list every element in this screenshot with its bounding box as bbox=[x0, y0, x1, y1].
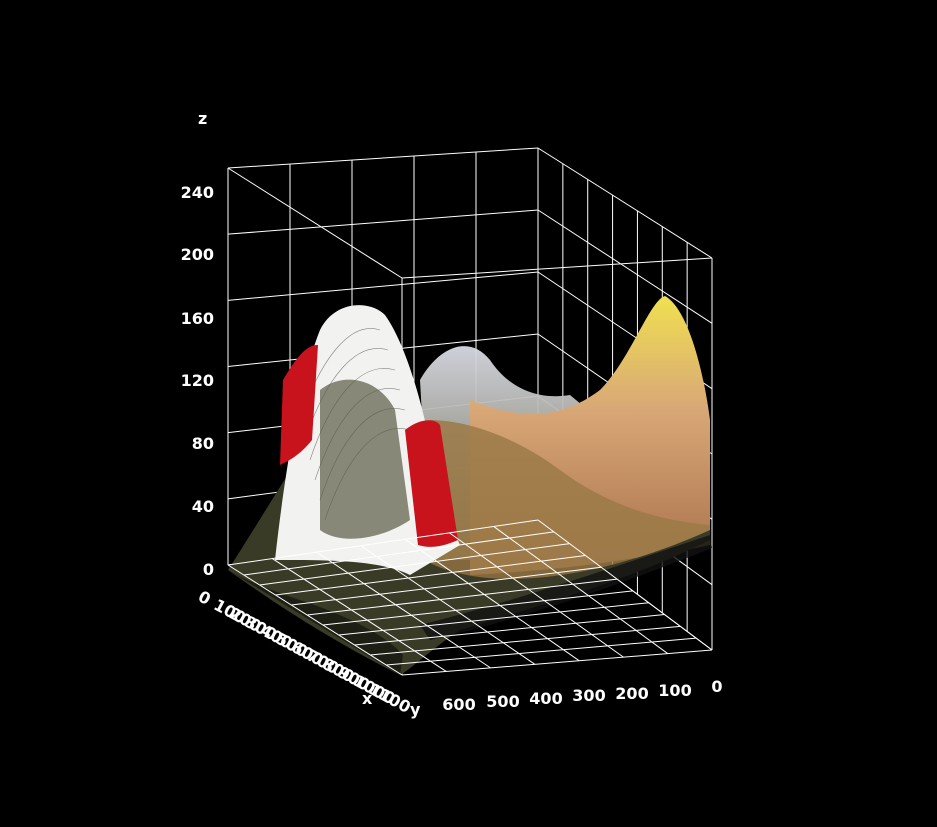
y-tick-label: 100 bbox=[658, 681, 691, 700]
z-tick-label: 120 bbox=[181, 371, 214, 390]
y-tick-label: 300 bbox=[572, 686, 605, 705]
floor-grid-y bbox=[227, 564, 403, 676]
floor-grid-x bbox=[401, 649, 713, 676]
floor-grid-x bbox=[243, 531, 554, 576]
floor-grid-x bbox=[386, 637, 697, 666]
floor-grid-x bbox=[338, 602, 649, 636]
z-tick-label: 80 bbox=[192, 434, 214, 453]
z-tick-label: 160 bbox=[181, 309, 214, 328]
floor-grid-y bbox=[316, 551, 491, 669]
z-grid-back-left bbox=[227, 271, 539, 301]
y-tick-label: 400 bbox=[529, 689, 562, 708]
y-tick-label: 200 bbox=[615, 684, 648, 703]
z-tick-label: 0 bbox=[203, 560, 214, 579]
floor-grid-x bbox=[291, 566, 602, 606]
floor-grid-x bbox=[370, 625, 681, 656]
z-tick-label: 200 bbox=[181, 245, 214, 264]
surface-mesh bbox=[228, 296, 712, 675]
y-tick-label: 600 bbox=[442, 695, 475, 714]
z-grid-back-left bbox=[227, 209, 539, 235]
x-axis-label: x bbox=[362, 689, 373, 708]
z-tick-label: 40 bbox=[192, 497, 214, 516]
x-tick-label: 0 bbox=[195, 587, 214, 609]
floor-grid-x bbox=[322, 590, 633, 626]
floor-grid-x bbox=[259, 543, 570, 586]
floor-grid-y bbox=[449, 532, 624, 658]
floor-grid-y bbox=[537, 519, 713, 651]
floor-grid-x bbox=[227, 519, 539, 566]
z-tick-label: 240 bbox=[181, 183, 214, 202]
floor-grid-x bbox=[354, 614, 665, 646]
x-tick-label: 1100 bbox=[366, 679, 414, 717]
floor-grid-y bbox=[272, 558, 447, 672]
floor-grid-x bbox=[275, 554, 586, 596]
z-axis-label: z bbox=[198, 109, 207, 128]
floor-grid-y bbox=[404, 538, 580, 662]
front-grid bbox=[227, 519, 713, 676]
floor-grid-y bbox=[493, 526, 669, 654]
y-tick-label: 500 bbox=[486, 692, 519, 711]
z-grid-back-left bbox=[227, 147, 539, 169]
floor-grid-x bbox=[307, 578, 618, 616]
y-tick-label: 0 bbox=[711, 677, 722, 696]
box-top-left-edge bbox=[227, 167, 403, 279]
z-grid-back-right bbox=[537, 147, 713, 259]
floor-grid-y bbox=[360, 545, 536, 665]
y-axis-label: y bbox=[410, 700, 421, 719]
box-top-front-edge bbox=[401, 257, 713, 279]
z-grid-back-right bbox=[537, 209, 713, 324]
